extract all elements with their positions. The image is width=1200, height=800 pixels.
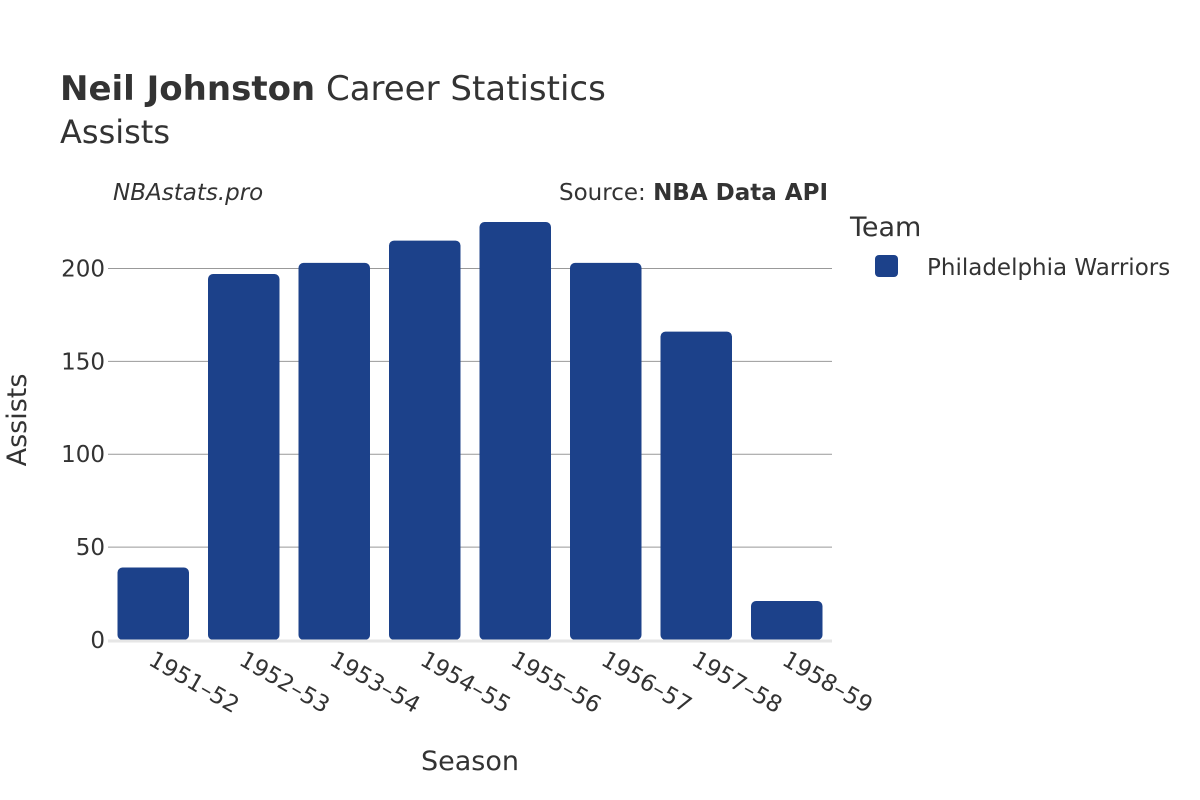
source-prefix: Source: [559, 180, 653, 206]
x-axis-ticks: 1951–521952–531953–541954–551955–561956–… [144, 647, 877, 719]
y-tick-label: 100 [61, 442, 105, 468]
chart-title: Neil Johnston Career Statistics [60, 69, 606, 109]
legend-title: Team [849, 212, 921, 243]
x-tick-label: 1954–55 [416, 647, 515, 719]
x-tick-label: 1958–59 [778, 647, 877, 719]
bar[interactable] [389, 240, 461, 641]
y-axis-title: Assists [2, 374, 33, 467]
source-name: NBA Data API [653, 180, 828, 206]
x-tick-label: 1957–58 [687, 647, 786, 719]
bar[interactable] [117, 567, 189, 640]
y-axis-ticks: 0 50 100 150 200 [61, 256, 105, 654]
legend: Team Philadelphia Warriors [849, 212, 1170, 281]
legend-label[interactable]: Philadelphia Warriors [927, 255, 1170, 281]
chart-subtitle: Assists [60, 113, 170, 151]
x-tick-label: 1953–54 [325, 647, 424, 719]
bar[interactable] [660, 331, 732, 640]
bar[interactable] [208, 274, 280, 640]
bar[interactable] [298, 262, 370, 640]
y-tick-label: 150 [61, 349, 105, 375]
y-tick-label: 200 [61, 256, 105, 282]
x-tick-label: 1952–53 [235, 647, 334, 719]
legend-swatch[interactable] [875, 255, 898, 277]
chart-title-player: Neil Johnston [60, 69, 315, 109]
x-tick-label: 1956–57 [597, 647, 696, 719]
bar[interactable] [751, 600, 823, 640]
bars [117, 222, 823, 641]
x-tick-label: 1955–56 [506, 647, 605, 719]
bar[interactable] [570, 262, 642, 640]
source-credit: Source: NBA Data API [559, 180, 828, 206]
chart-title-rest: Career Statistics [315, 69, 606, 109]
bar[interactable] [479, 222, 551, 640]
y-tick-label: 0 [90, 628, 105, 654]
y-tick-label: 50 [76, 535, 105, 561]
x-tick-label: 1951–52 [144, 647, 243, 719]
x-axis-title: Season [421, 746, 519, 777]
watermark: NBAstats.pro [113, 180, 263, 206]
